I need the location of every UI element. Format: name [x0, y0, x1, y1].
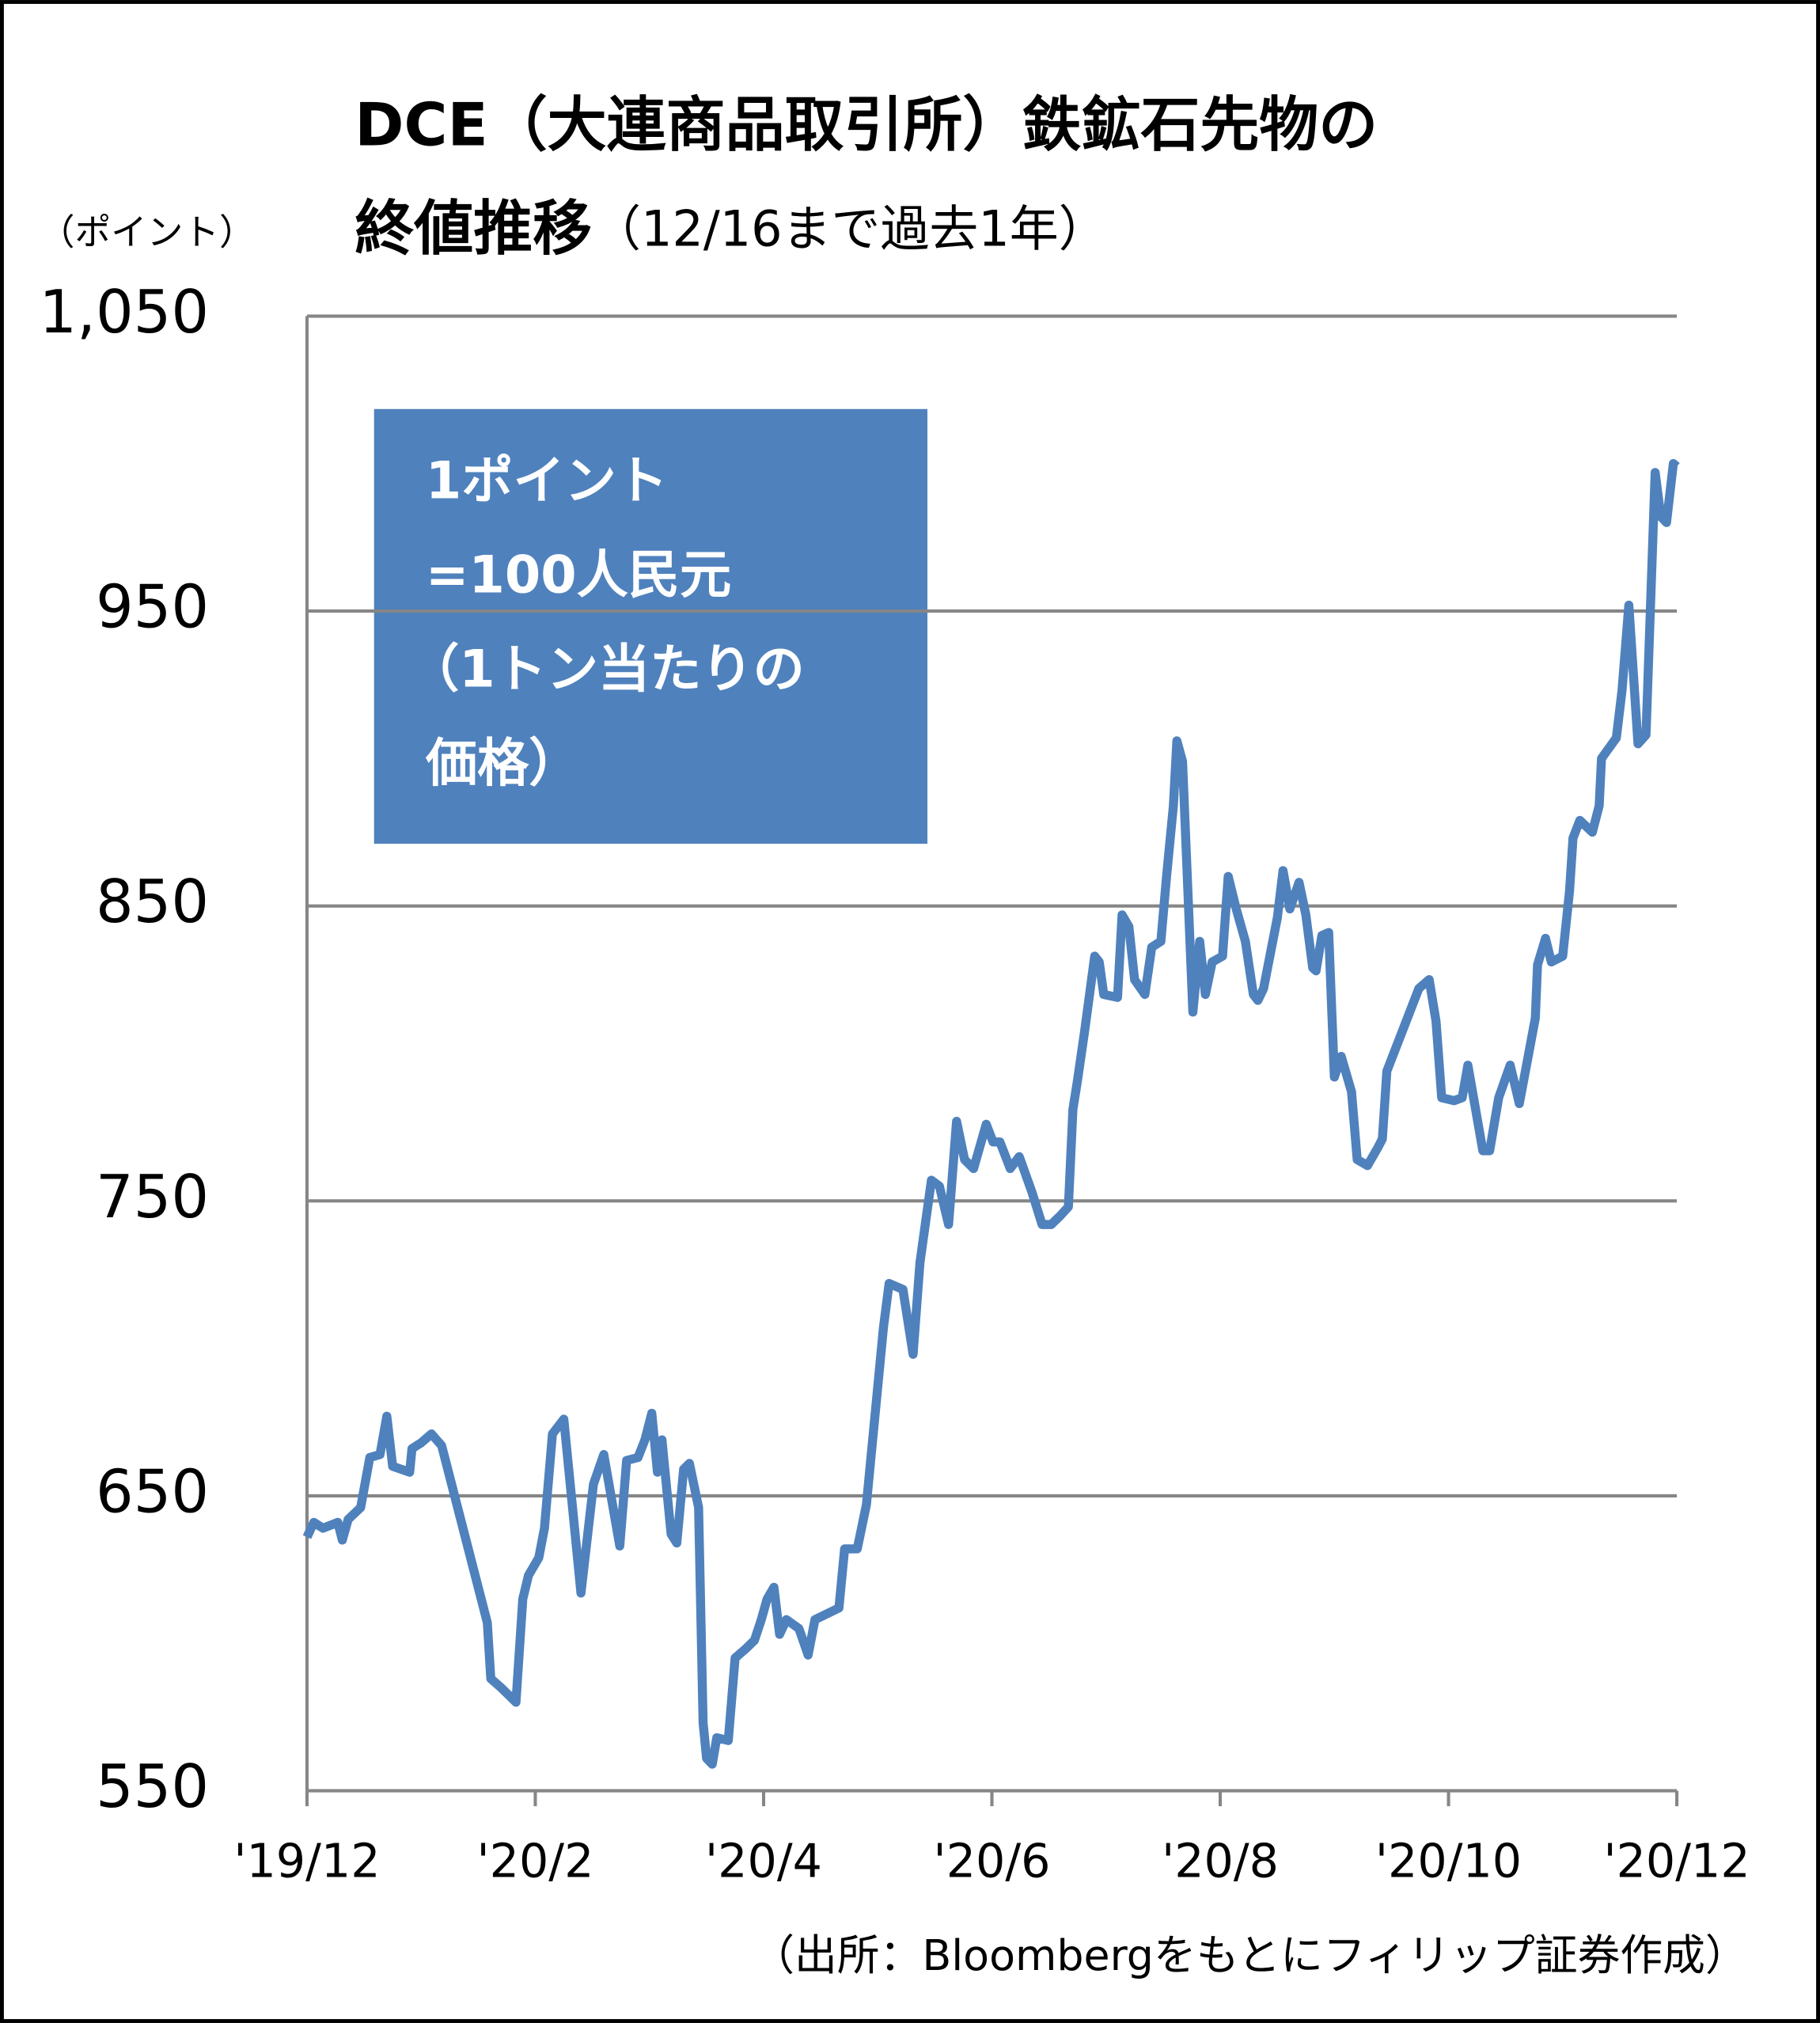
x-tick-label: '20/10: [1375, 1835, 1522, 1888]
chart-subtitle: （12/16まで過去1年）: [592, 201, 1107, 258]
y-tick-label: 550: [96, 1752, 209, 1821]
x-tick-label: '20/2: [477, 1835, 594, 1888]
source-note: （出所：Bloombergをもとにフィリップ証券作成）: [752, 1930, 1747, 1980]
y-tick-label: 650: [96, 1456, 209, 1526]
annotation-box: [373, 408, 928, 844]
x-tick-label: '20/12: [1603, 1835, 1750, 1888]
x-tick-label: '20/4: [705, 1835, 822, 1888]
y-tick-label: 850: [96, 867, 209, 936]
x-tick-label: '20/6: [934, 1835, 1051, 1888]
annotation-line: =100人民元: [426, 545, 731, 605]
x-tick-label: '20/8: [1162, 1835, 1279, 1888]
y-tick-label: 750: [96, 1162, 209, 1232]
annotation-line: 1ポイント: [426, 450, 668, 510]
chart-title-bold: 終値推移: [355, 193, 592, 263]
y-tick-label: 950: [96, 572, 209, 642]
y-axis-unit: （ポイント）: [39, 211, 256, 253]
chart-title: DCE（大連商品取引所）鉄鉱石先物の: [355, 90, 1378, 160]
annotation-line: 価格）: [425, 733, 581, 793]
chart-title: 終値推移（12/16まで過去1年）: [355, 193, 1107, 263]
annotation: 1ポイント =100人民元 （1トン当たりの 価格）: [408, 450, 805, 793]
price-line: [302, 459, 1680, 1769]
x-tick-label: '19/12: [233, 1835, 380, 1888]
y-tick-label: 1,050: [39, 277, 209, 347]
annotation-line: （1トン当たりの: [408, 639, 805, 699]
